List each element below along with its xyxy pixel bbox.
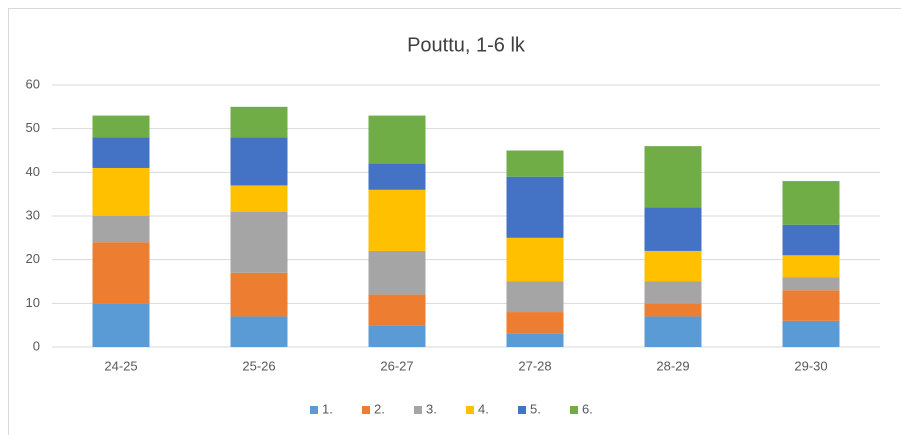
bar-segment	[230, 185, 288, 212]
bar-segment	[368, 115, 426, 164]
bar-segment	[368, 250, 426, 295]
bar-segment	[782, 224, 840, 256]
bar-segment	[782, 290, 840, 321]
x-tick-label: 28-29	[656, 358, 689, 373]
bar-segment	[506, 150, 564, 177]
bar-segment	[230, 137, 288, 186]
bar-segment	[506, 237, 564, 282]
y-tick-label: 20	[26, 251, 40, 266]
legend-swatch	[518, 406, 526, 414]
y-tick-label: 30	[26, 207, 40, 222]
bar-segment	[368, 163, 426, 190]
bar-segment	[230, 211, 288, 273]
bar-segment	[782, 255, 840, 278]
chart-title: Pouttu, 1-6 lk	[407, 34, 526, 56]
x-tick-label: 26-27	[380, 358, 413, 373]
legend-label: 3.	[426, 401, 437, 416]
y-tick-label: 50	[26, 120, 40, 135]
bar-segment	[644, 250, 702, 282]
bar-segment	[644, 146, 702, 208]
legend-label: 6.	[582, 401, 593, 416]
bar-segment	[368, 294, 426, 326]
legend-swatch	[362, 406, 370, 414]
bar-segment	[230, 272, 288, 317]
legend-label: 1.	[322, 401, 333, 416]
bar-segment	[644, 303, 702, 317]
y-tick-label: 10	[26, 295, 40, 310]
legend-label: 2.	[374, 401, 385, 416]
y-tick-label: 0	[33, 338, 40, 353]
legend-label: 5.	[530, 401, 541, 416]
bar-segment	[782, 320, 840, 347]
legend-swatch	[466, 406, 474, 414]
x-tick-label: 29-30	[794, 358, 827, 373]
x-tick-label: 25-26	[242, 358, 275, 373]
bar-segment	[92, 242, 150, 304]
bar-segment	[92, 115, 150, 138]
bar-segment	[368, 189, 426, 251]
bar-segment	[92, 303, 150, 347]
bar-segment	[782, 181, 840, 225]
bar-segment	[506, 312, 564, 334]
bar-segment	[644, 281, 702, 304]
x-tick-label: 24-25	[104, 358, 137, 373]
bar-segment	[230, 316, 288, 347]
legend-label: 4.	[478, 401, 489, 416]
legend-swatch	[414, 406, 422, 414]
bar-segment	[92, 137, 150, 168]
legend-swatch	[310, 406, 318, 414]
bar-segment	[506, 176, 564, 238]
bar-segment	[644, 207, 702, 251]
bar-segment	[506, 281, 564, 313]
bar-segment	[92, 216, 150, 243]
bar-segment	[782, 277, 840, 291]
chart-border	[8, 8, 901, 435]
x-tick-label: 27-28	[518, 358, 551, 373]
bar-segment	[92, 167, 150, 216]
bar-segment	[644, 316, 702, 347]
y-tick-label: 60	[26, 76, 40, 91]
bar-segment	[230, 106, 288, 138]
bar-segment	[506, 333, 564, 347]
legend-swatch	[570, 406, 578, 414]
y-tick-label: 40	[26, 164, 40, 179]
bar-segment	[368, 325, 426, 347]
